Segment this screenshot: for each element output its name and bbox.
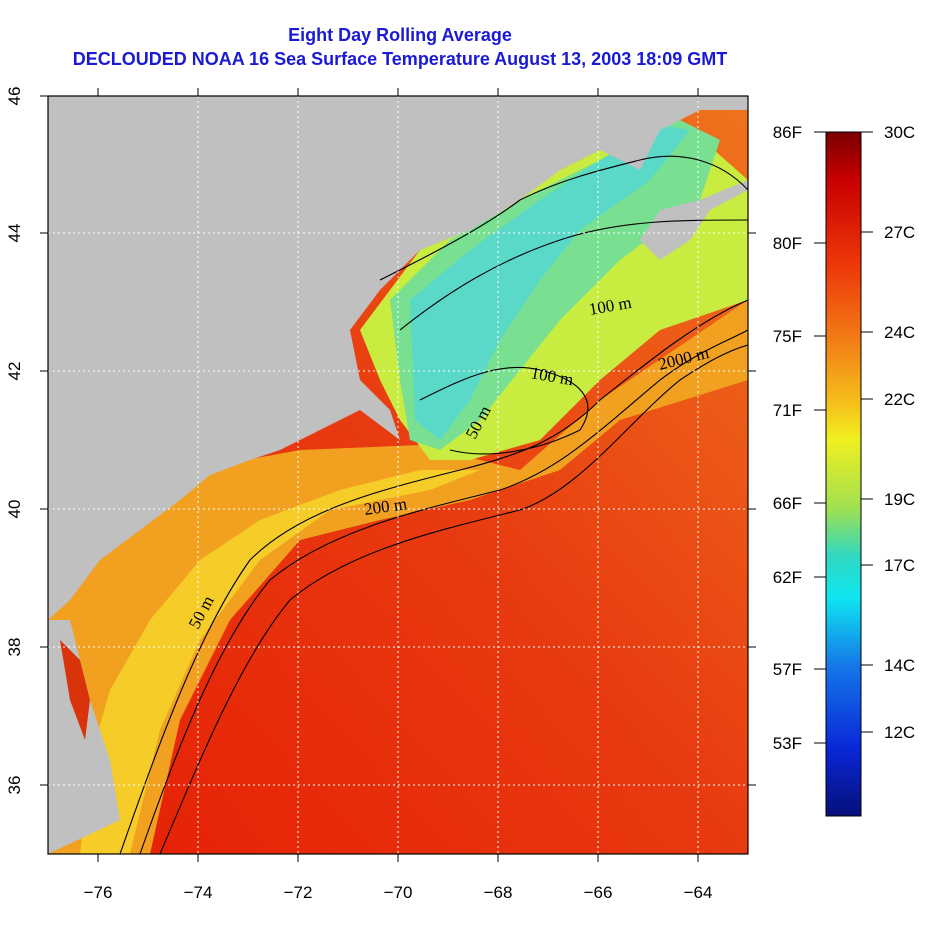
x-tick-label: −66 xyxy=(584,883,613,902)
colorbar-f-label: 62F xyxy=(773,568,802,587)
colorbar-f-label: 66F xyxy=(773,494,802,513)
y-tick-label: 38 xyxy=(5,638,24,657)
y-tick-label: 46 xyxy=(5,87,24,106)
colorbar-f-label: 53F xyxy=(773,734,802,753)
x-tick-label: −64 xyxy=(684,883,713,902)
y-tick-label: 36 xyxy=(5,776,24,795)
y-tick-label: 42 xyxy=(5,362,24,381)
axis-ticks xyxy=(40,88,756,862)
x-tick-label: −68 xyxy=(484,883,513,902)
colorbar-c-label: 12C xyxy=(884,723,915,742)
colorbar-f-label: 86F xyxy=(773,123,802,142)
graticule xyxy=(48,96,748,854)
chesapeake-bay xyxy=(60,640,90,740)
x-tick-label: −74 xyxy=(184,883,213,902)
colorbar-c-label: 14C xyxy=(884,656,915,675)
land-north-america xyxy=(48,96,748,620)
colorbar-c-label: 22C xyxy=(884,390,915,409)
colorbar-c-label: 17C xyxy=(884,556,915,575)
colorbar-f-label: 75F xyxy=(773,327,802,346)
map-title: Eight Day Rolling Average xyxy=(288,25,512,45)
colorbar-c-label: 30C xyxy=(884,123,915,142)
depth-contours xyxy=(119,155,748,854)
x-tick-label: −76 xyxy=(84,883,113,902)
colorbar-c-label: 24C xyxy=(884,323,915,342)
map-subtitle: DECLOUDED NOAA 16 Sea Surface Temperatur… xyxy=(72,49,728,69)
y-tick-label: 44 xyxy=(5,224,24,243)
colorbar-f-label: 71F xyxy=(773,401,802,420)
colorbar-c-label: 19C xyxy=(884,490,915,509)
colorbar-f-label: 57F xyxy=(773,660,802,679)
y-tick-label: 40 xyxy=(5,500,24,519)
shelf-yellow-band xyxy=(80,470,480,854)
colorbar-c-label: 27C xyxy=(884,223,915,242)
x-tick-label: −70 xyxy=(384,883,413,902)
gulf-of-maine-cyan xyxy=(410,125,690,440)
shelf-warm-band xyxy=(48,300,748,854)
map-plot: 100 m 2000 m 100 m 50 m 200 m 50 m xyxy=(48,96,748,854)
colorbar xyxy=(825,131,862,817)
x-tick-label: −72 xyxy=(284,883,313,902)
colorbar-f-label: 80F xyxy=(773,234,802,253)
colorbar-ticks xyxy=(814,131,873,744)
